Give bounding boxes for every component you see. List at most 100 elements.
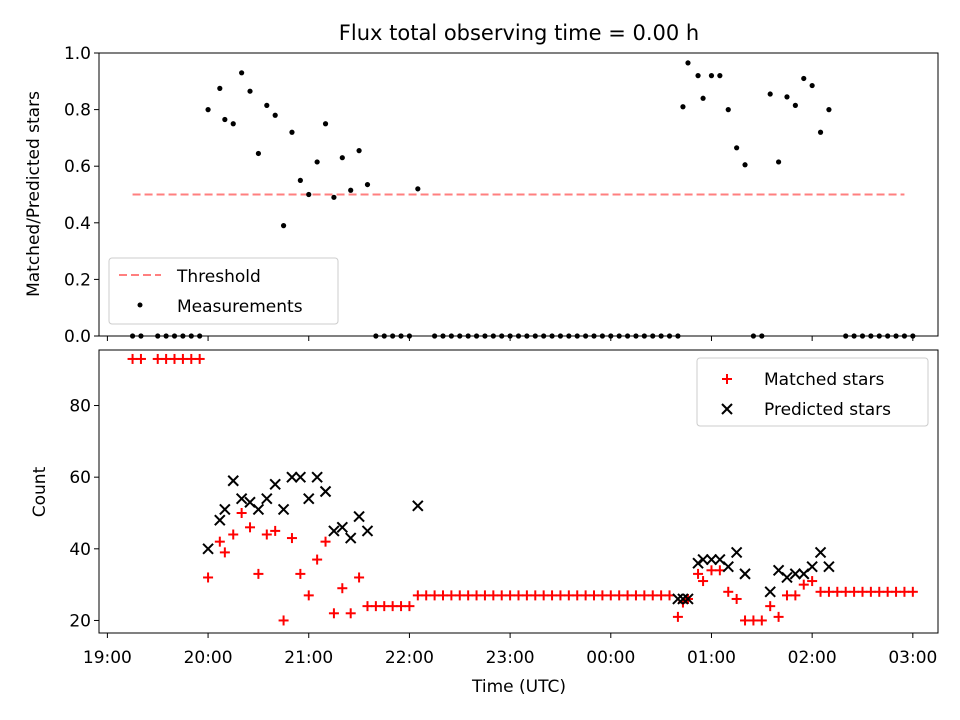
matched-star-point xyxy=(404,601,415,612)
matched-star-point xyxy=(328,608,339,619)
matched-star-point xyxy=(857,586,868,597)
matched-star-point xyxy=(530,590,541,601)
measurement-point xyxy=(331,194,337,200)
matched-star-point xyxy=(647,590,658,601)
matched-star-point xyxy=(286,533,297,544)
predicted-star-point xyxy=(705,553,718,566)
predicted-star-point xyxy=(328,525,340,537)
predicted-star-point xyxy=(739,568,751,580)
predicted-star-point xyxy=(286,471,298,483)
matched-star-point xyxy=(471,590,482,601)
predicted-star-point xyxy=(261,492,273,505)
measurement-point xyxy=(415,186,421,192)
matched-star-point xyxy=(295,568,306,579)
predicted-star-point xyxy=(269,478,281,491)
measurement-point xyxy=(708,73,715,79)
bottom-legend: Matched stars Predicted stars xyxy=(696,357,929,427)
legend-predicted-marker xyxy=(721,403,733,415)
x-tick-label: 03:00 xyxy=(888,648,937,668)
predicted-star-point xyxy=(789,568,802,580)
matched-star-point xyxy=(656,590,667,601)
matched-star-point xyxy=(219,547,230,558)
matched-star-point xyxy=(693,568,704,579)
x-tick-label: 21:00 xyxy=(284,648,333,668)
matched-star-point xyxy=(261,529,272,540)
matched-star-point xyxy=(496,590,507,601)
matched-star-point xyxy=(865,586,876,597)
legend-matched-swatch xyxy=(722,374,732,384)
matched-star-point xyxy=(429,590,440,601)
x-tick-label: 20:00 xyxy=(184,648,233,668)
matched-star-point xyxy=(706,565,717,576)
x-tick-label: 22:00 xyxy=(385,648,434,668)
predicted-star-point xyxy=(303,492,315,505)
matched-star-point xyxy=(740,615,751,626)
measurement-point xyxy=(230,121,236,127)
predicted-star-point xyxy=(227,475,239,487)
matched-star-point xyxy=(513,590,524,601)
measurement-point xyxy=(792,102,798,108)
measurement-point xyxy=(775,159,782,165)
measurement-point xyxy=(239,70,245,76)
predicted-star-point xyxy=(823,561,835,573)
matched-star-point xyxy=(421,590,432,601)
bottom-x-ticks: 19:00 20:00 21:00 22:00 23:00 00:00 01:00 02:00… xyxy=(83,633,937,668)
legend-predicted-label: Predicted stars xyxy=(764,400,891,420)
measurement-point xyxy=(289,129,295,135)
matched-star-point xyxy=(177,353,188,364)
matched-star-point xyxy=(773,611,784,622)
matched-star-point xyxy=(756,615,767,626)
predicted-star-point xyxy=(353,510,365,523)
bottom-axes-frame xyxy=(98,349,939,634)
measurement-point xyxy=(826,107,832,113)
predicted-star-point xyxy=(764,586,776,598)
x-axis-label: Time (UTC) xyxy=(471,677,566,697)
measurement-point xyxy=(348,187,354,193)
matched-star-point xyxy=(765,601,776,612)
matched-star-point xyxy=(354,572,365,583)
matched-star-point xyxy=(135,353,146,364)
predicted-star-point xyxy=(311,471,323,483)
matched-star-point xyxy=(605,590,616,601)
predicted-star-point xyxy=(344,532,357,544)
top-y-tick-label: 0.2 xyxy=(64,270,91,290)
matched-star-point xyxy=(907,586,918,597)
bottom-panel: 20 40 60 80 19:00 20:00 21:00 22:00 23:00 00:00 0… xyxy=(30,349,939,697)
matched-star-point xyxy=(572,590,583,601)
measurement-point xyxy=(222,116,228,123)
bottom-y-tick-label: 20 xyxy=(69,611,91,631)
matched-star-point xyxy=(245,522,256,533)
matched-star-point xyxy=(270,525,281,536)
measurement-point xyxy=(280,223,287,229)
predicted-star-point xyxy=(781,571,793,584)
x-tick-label: 19:00 xyxy=(83,648,132,668)
predicted-star-point xyxy=(814,546,827,559)
matched-star-point xyxy=(320,536,331,547)
predicted-star-point xyxy=(722,561,734,573)
matched-star-point xyxy=(891,586,902,597)
matched-star-point xyxy=(580,590,591,601)
predicted-star-point xyxy=(235,492,248,505)
measurement-point xyxy=(306,191,312,198)
matched-star-point xyxy=(781,590,792,601)
measurement-point xyxy=(322,121,329,127)
measurement-point xyxy=(264,102,270,108)
matched-star-point xyxy=(253,568,264,579)
matched-star-point xyxy=(563,590,574,601)
matched-star-point xyxy=(505,590,516,601)
bottom-y-tick-label: 40 xyxy=(69,540,91,560)
matched-star-point xyxy=(664,590,675,601)
predicted-star-point xyxy=(806,561,818,573)
x-tick-label: 01:00 xyxy=(687,648,736,668)
top-y-tick-label: 1.0 xyxy=(64,44,91,64)
predicted-star-point xyxy=(361,525,374,537)
top-y-tick-label: 0.6 xyxy=(64,157,91,177)
matched-star-point xyxy=(622,590,633,601)
predicted-star-point xyxy=(219,503,231,516)
predicted-star-point xyxy=(214,514,226,526)
measurement-point xyxy=(717,73,723,79)
matched-star-point xyxy=(840,586,851,597)
matched-star-point xyxy=(228,529,239,540)
matched-star-point xyxy=(412,590,423,601)
